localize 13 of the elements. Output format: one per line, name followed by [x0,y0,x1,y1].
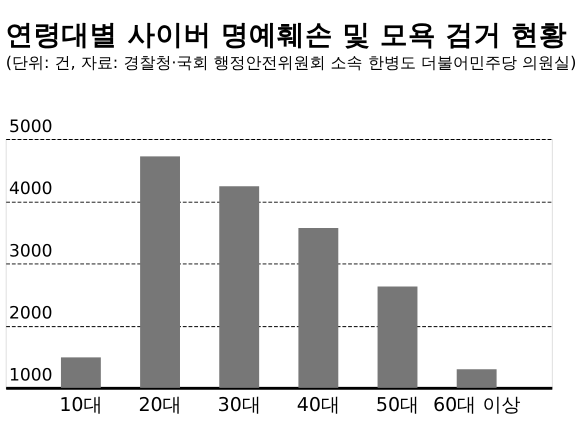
y-tick-label: 4000 [9,179,52,200]
y-tick-label: 1000 [9,366,52,386]
y-tick-label: 3000 [9,241,52,262]
chart-title: 연령대별 사이버 명예훼손 및 모욕 검거 현황 [6,19,568,52]
y-tick-label: 5000 [9,116,52,137]
x-tick-label: 50대 [376,394,420,416]
x-tick-label: 30대 [218,394,261,416]
chart-subtitle: (단위: 건, 자료: 경찰청·국회 행정안전위원회 소속 한병도 더불어민주당 의원실) [6,52,576,72]
x-tick-label: 60대 이상 [433,394,520,416]
x-tick-label: 10대 [59,394,102,416]
y-tick-label: 2000 [9,304,52,324]
x-tick-label: 20대 [138,394,182,416]
x-tick-label: 40대 [296,394,340,416]
